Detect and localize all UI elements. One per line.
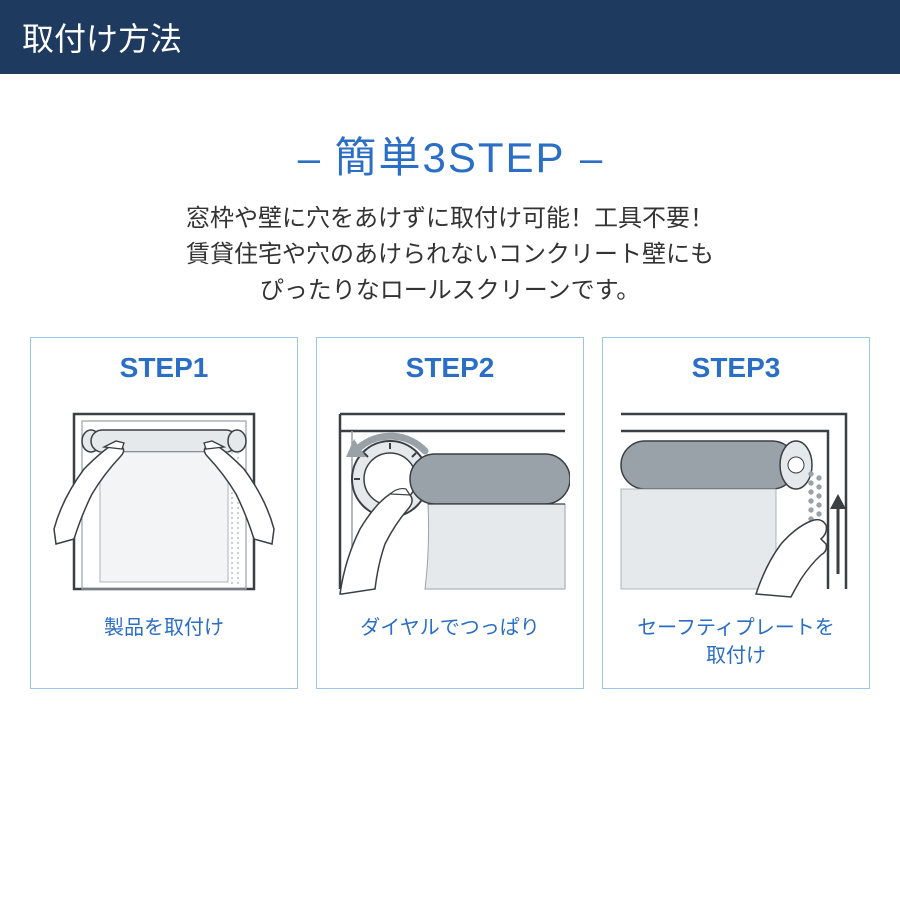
step-card-1: STEP1 [30,337,298,689]
step-illustration-3 [611,394,861,604]
step-card-3: STEP3 [602,337,870,689]
header-title: 取付け方法 [22,21,182,57]
desc-line-2: 賃貸住宅や穴のあけられないコンクリート壁にも [20,237,880,273]
header-bar: 取付け方法 [0,0,900,74]
steps-row: STEP1 [20,337,880,689]
step-title-2: STEP2 [406,352,495,384]
content-area: – 簡単3STEP – 窓枠や壁に穴をあけずに取付け可能！工具不要！ 賃貸住宅や… [0,74,900,709]
step-caption-2: ダイヤルでつっぱり [360,614,539,642]
section-title: 簡単3STEP [334,134,565,181]
safety-plate-icon [616,399,856,599]
install-icon [44,399,284,599]
step-caption-3: セーフティプレートを取付け [637,614,835,670]
dial-icon [330,399,570,599]
dash-left: – [298,137,320,181]
step-illustration-1 [39,394,289,604]
arrow-up-icon [830,494,846,574]
dash-right: – [580,137,602,181]
desc-line-1: 窓枠や壁に穴をあけずに取付け可能！工具不要！ [20,201,880,237]
step-card-2: STEP2 [316,337,584,689]
step-caption-1: 製品を取付け [104,614,224,642]
section-title-row: – 簡単3STEP – [20,124,880,185]
step-title-3: STEP3 [692,352,781,384]
section-description: 窓枠や壁に穴をあけずに取付け可能！工具不要！ 賃貸住宅や穴のあけられないコンクリ… [20,201,880,309]
desc-line-3: ぴったりなロールスクリーンです。 [20,273,880,309]
step-title-1: STEP1 [120,352,209,384]
step-illustration-2 [325,394,575,604]
